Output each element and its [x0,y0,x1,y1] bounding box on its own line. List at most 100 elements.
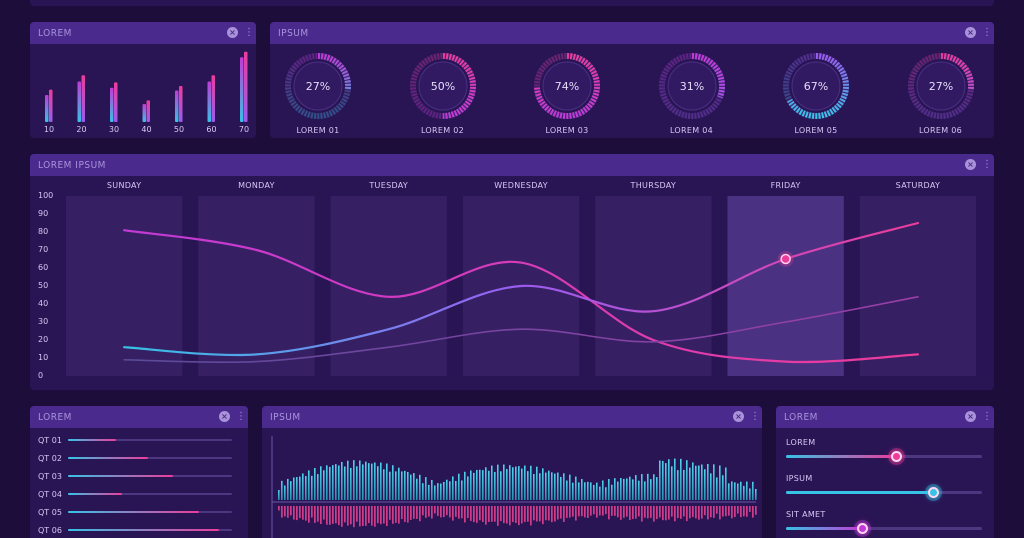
waveform-bar-up [326,465,328,500]
waveform-bar-down [278,506,280,511]
waveform-bar-down [359,506,361,527]
waveform-bar-down [662,506,664,521]
panel-controls: × ⋮ [965,27,992,38]
waveform-bar-down [497,506,499,526]
waveform-bar-up [398,467,400,500]
close-icon[interactable]: × [733,411,744,422]
waveform-bar-up [320,466,322,500]
waveform-bar-down [635,506,637,519]
waveform-bar-up [737,483,739,500]
waveform-bar-down [638,506,640,517]
waveform-bar-up [569,474,571,500]
waveform-bar-down [554,506,556,522]
slider-handle[interactable] [890,451,902,462]
close-icon[interactable]: × [965,411,976,422]
bar [81,75,85,122]
waveform-bar-up [614,478,616,500]
waveform-bar-down [650,506,652,518]
series-line-3 [123,296,919,364]
panel-gauges: IPSUM × ⋮ 27% LOREM 01 50% LOREM 02 74% LOREM… [270,22,994,138]
waveform-bar-up [476,469,478,500]
waveform-bar-down [461,506,463,519]
top-toolbar-strip [30,0,994,6]
gauge-ring: 50% [409,52,476,120]
gauge-remaining [284,52,352,120]
close-icon[interactable]: × [965,159,976,170]
waveform-bar-up [278,490,280,500]
waveform-bar-up [341,461,343,500]
waveform-bar-up [611,484,613,500]
slider-handle[interactable] [928,487,939,498]
slider-track[interactable] [786,523,982,534]
waveform-bar-down [722,506,724,517]
waveform-bar-up [695,465,697,500]
slider-handle[interactable] [857,523,869,534]
waveform-bar-down [746,506,748,517]
waveform-bar-up [404,470,406,500]
y-tick-label: 60 [38,263,49,272]
waveform-bar-up [311,475,313,500]
more-vertical-icon[interactable]: ⋮ [750,411,760,422]
waveform-bar-down [419,506,421,522]
gauge-inner [418,61,467,111]
waveform-bar-down [566,506,568,518]
day-label: SATURDAY [895,181,941,190]
more-vertical-icon[interactable]: ⋮ [244,27,254,38]
waveform-bar-down [599,506,601,516]
more-vertical-icon[interactable]: ⋮ [982,27,992,38]
gauge: 74% LOREM 03 [527,50,607,135]
waveform-bar-down [710,506,712,518]
waveform-bar-up [617,481,619,500]
day-column [66,196,183,376]
bar-tick-label: 50 [174,125,184,134]
marker-halo [777,251,794,267]
waveform-bar-down [317,506,319,522]
y-tick-label: 30 [38,317,49,326]
day-column [330,196,447,376]
waveform-bar-down [506,506,508,524]
waveform-bar-up [419,474,421,500]
waveform-bar-down [752,506,754,518]
waveform-bar-up [290,481,292,500]
qt-progress-track [68,529,232,531]
close-icon[interactable]: × [219,411,230,422]
waveform-bar-up [365,461,367,500]
waveform-bar-down [629,506,631,521]
panel-title: IPSUM [278,27,309,39]
panel-header: LOREM × ⋮ [776,406,994,428]
panel-title: LOREM IPSUM [38,159,106,171]
panel-weekly-line-chart: LOREM IPSUM × ⋮ SUNDAY MONDAY TUESDAY WEDNE… [30,154,994,390]
waveform-bar-up [347,460,349,500]
waveform-bar-up [662,460,664,500]
waveform-bar-down [545,506,547,521]
waveform-bar-down [473,506,475,523]
qt-label: QT 01 [38,435,62,445]
waveform-bar-up [542,468,544,500]
waveform-bar-down [617,506,619,518]
slider-track[interactable] [786,451,982,462]
close-icon[interactable]: × [227,27,238,38]
waveform-bar-down [524,506,526,522]
waveform-bar-up [377,466,379,500]
day-label: MONDAY [238,181,275,190]
slider-track[interactable] [786,487,982,498]
waveform-bar-up [710,473,712,500]
close-icon[interactable]: × [965,27,976,38]
gauge-ring: 74% [533,52,601,120]
more-vertical-icon[interactable]: ⋮ [982,159,992,170]
waveform-bar-up [596,482,598,500]
waveform-bar-down [449,506,451,518]
day-column [462,196,580,376]
waveform-bar-up [566,480,568,500]
bar-tick-label: 30 [109,125,119,134]
waveform-bar-up [680,458,682,500]
qt-row: QT 04 [38,488,232,500]
waveform-bar-up [428,484,430,500]
more-vertical-icon[interactable]: ⋮ [982,411,992,422]
waveform-bar-down [686,506,688,522]
waveform-bar-up [323,470,325,500]
waveform-bar-down [518,506,520,526]
waveform-bar-up [422,483,424,500]
more-vertical-icon[interactable]: ⋮ [236,411,246,422]
waveform-bar-up [485,467,487,500]
